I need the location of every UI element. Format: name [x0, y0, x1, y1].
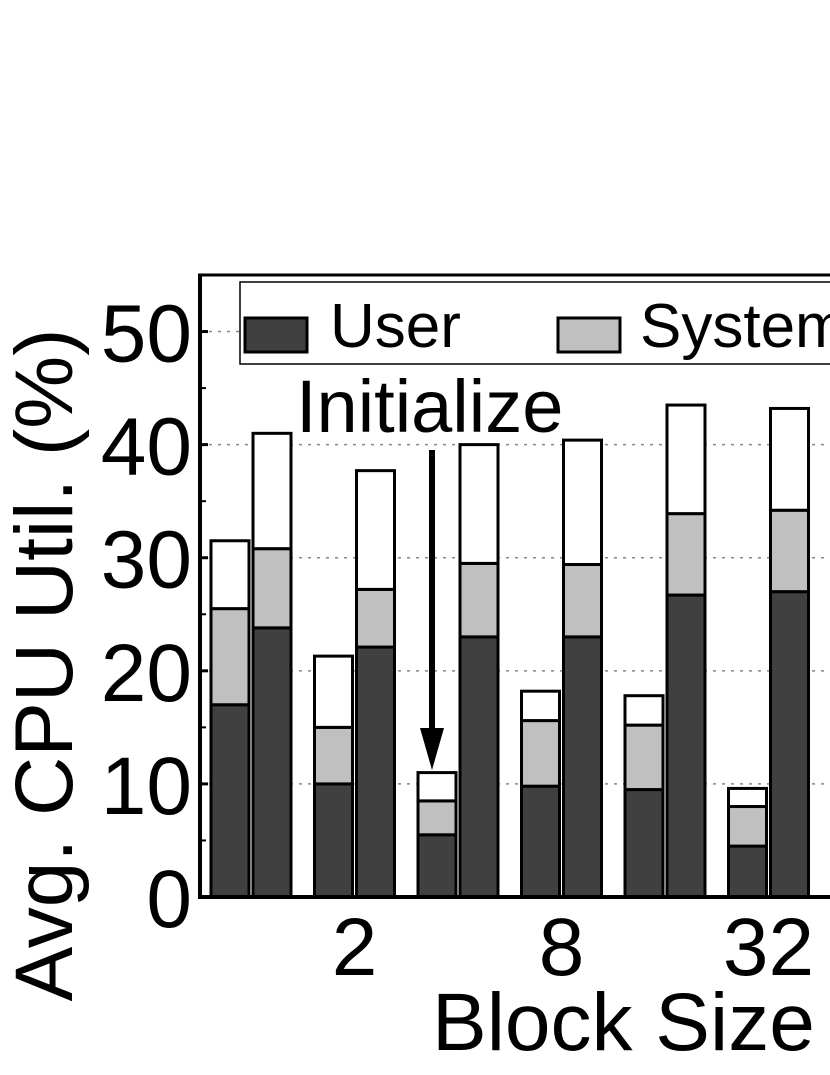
bar-segment-other: [355, 469, 396, 591]
legend-label-user: User: [330, 292, 461, 361]
legend: User System: [239, 281, 830, 365]
bar-segment-other: [769, 406, 810, 512]
y-axis-label: Avg. CPU Util. (%): [0, 329, 90, 1002]
axes: [198, 273, 830, 899]
bar-segment-other: [727, 786, 768, 809]
initialize-annotation: Initialize: [296, 365, 563, 770]
bar-segment-system: [251, 547, 293, 630]
y-tick-label: 0: [146, 854, 192, 945]
bar-segment-user: [769, 590, 810, 899]
bar-segment-user: [520, 784, 561, 899]
y-tick-label: 30: [101, 515, 192, 606]
bar-segment-user: [251, 626, 293, 899]
x-tick-label: 2: [332, 902, 378, 993]
bar-segment-other: [416, 771, 458, 803]
bar-segment-system: [769, 508, 810, 594]
bar-segment-user: [355, 645, 396, 899]
legend-box: [239, 281, 830, 365]
bar-segment-user: [665, 593, 707, 899]
bar-segment-user: [623, 788, 665, 899]
bar-segment-other: [520, 689, 561, 723]
bar-segment-other: [665, 403, 707, 516]
bar-segment-user: [458, 635, 500, 899]
x-tick-label: 32: [723, 902, 814, 993]
legend-swatch-system: [556, 316, 622, 354]
y-tick-label: 20: [101, 628, 192, 719]
bar-segment-system: [416, 799, 458, 837]
bar-segment-other: [562, 438, 603, 567]
bar-segment-other: [458, 443, 500, 565]
bar-segment-system: [209, 607, 251, 707]
bar-segment-user: [416, 833, 458, 899]
bar-segment-user: [209, 703, 251, 899]
bar-segment-user: [727, 844, 768, 899]
bar-segment-system: [623, 723, 665, 792]
bar-segment-system: [313, 725, 354, 786]
bar-segment-system: [562, 563, 603, 639]
bar-segment-other: [251, 431, 293, 551]
bar-segment-user: [562, 635, 603, 899]
bar-segment-system: [355, 587, 396, 649]
bar-segment-system: [665, 512, 707, 597]
x-tick-labels: 2 8 32: [332, 902, 814, 993]
annotation-arrow-head: [420, 728, 444, 770]
y-tick-label: 10: [101, 741, 192, 832]
x-axis-label: Block Size: [432, 977, 815, 1068]
bar-segment-system: [458, 561, 500, 639]
bar-segment-other: [209, 539, 251, 611]
annotation-label: Initialize: [296, 365, 563, 448]
x-tick-label: 8: [539, 902, 585, 993]
bar-segment-other: [313, 654, 354, 729]
legend-label-system: System: [640, 292, 830, 361]
bars: [209, 403, 810, 899]
y-tick-label: 50: [101, 289, 192, 380]
bar-segment-other: [623, 694, 665, 727]
y-tick-labels: 0 10 20 30 40 50: [101, 289, 208, 945]
y-tick-label: 40: [101, 402, 192, 493]
bar-segment-system: [520, 719, 561, 788]
legend-swatch-user: [243, 316, 309, 354]
bar-segment-user: [313, 782, 354, 899]
bar-segment-system: [727, 805, 768, 848]
